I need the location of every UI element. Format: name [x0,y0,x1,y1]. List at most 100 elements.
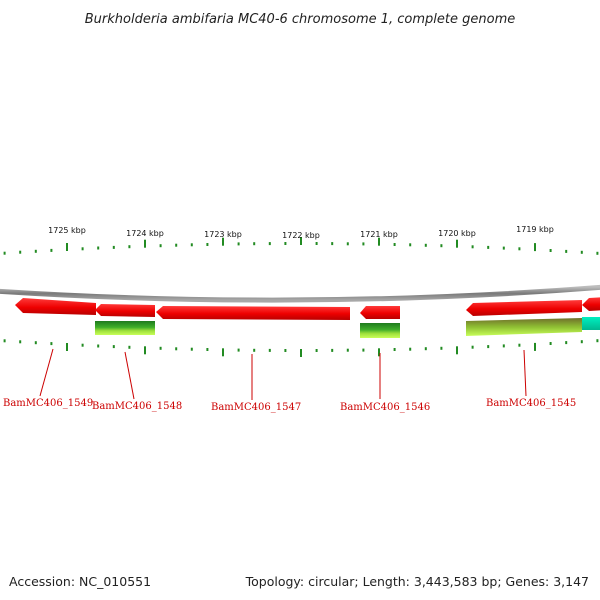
minor-tick-lower [315,349,318,352]
gene-feature-1549[interactable] [15,298,96,315]
minor-tick-upper [315,242,318,245]
minor-tick-upper [206,243,209,246]
gene-feature-1546[interactable] [360,306,400,319]
major-tick-upper [144,239,146,248]
minor-tick-lower [424,347,427,351]
gene-feature-edge[interactable] [582,297,600,311]
page-title: Burkholderia ambifaria MC40-6 chromosome… [85,12,515,27]
major-tick-lower [66,343,68,351]
ruler-label-1720: 1720 kbp [438,229,476,238]
minor-tick-lower [346,348,349,352]
ruler-ticks [3,237,599,357]
major-tick-lower [456,346,458,355]
major-tick-upper [378,237,380,246]
minor-tick-upper [284,242,287,245]
major-tick-lower [144,346,146,355]
rna-feature-1546[interactable] [360,323,400,338]
minor-tick-lower [393,348,396,351]
minor-tick-lower [471,345,474,349]
minor-tick-lower [518,343,521,347]
minor-tick-lower [580,340,583,344]
minor-tick-upper [97,246,100,250]
gene-leader-lines [39,348,527,400]
major-tick-lower [378,348,380,357]
minor-tick-lower [487,345,490,349]
minor-tick-upper [580,250,583,254]
minor-tick-lower [3,339,6,343]
minor-tick-lower [409,347,412,351]
minor-tick-upper [362,242,365,246]
minor-tick-lower [268,348,271,352]
genome-summary-text: Topology: circular; Length: 3,443,583 bp… [245,574,589,589]
minor-tick-upper [502,246,505,250]
minor-tick-upper [596,251,599,255]
gene-label-1545[interactable]: BamMC406_1545 [486,398,576,409]
minor-tick-lower [34,341,37,345]
rna-feature-edge[interactable] [582,317,600,330]
ruler-label-1721: 1721 kbp [360,230,398,239]
gene-label-1549[interactable]: BamMC406_1549 [3,398,93,409]
minor-tick-upper [331,242,334,246]
major-tick-lower [300,349,302,357]
minor-tick-lower [112,345,115,349]
ruler-label-1724: 1724 kbp [126,229,164,238]
gene-labels: BamMC406_1549 BamMC406_1548 BamMC406_154… [3,398,576,413]
minor-tick-upper [190,243,193,247]
minor-tick-lower [19,340,22,344]
ruler-labels: 1725 kbp 1724 kbp 1723 kbp 1722 kbp 1721… [48,225,554,240]
rna-feature-1548[interactable] [95,321,155,335]
minor-tick-lower [253,348,256,352]
ruler-label-1725: 1725 kbp [48,226,86,235]
minor-tick-lower [50,342,53,346]
gene-feature-1545[interactable] [466,300,582,316]
major-tick-upper [222,237,224,246]
minor-tick-lower [159,346,162,350]
minor-tick-upper [424,243,427,247]
major-tick-upper [456,239,458,248]
minor-tick-lower [440,346,443,350]
minor-tick-lower [81,343,84,347]
gene-feature-1548[interactable] [95,304,155,317]
leader-line-1545 [523,349,527,397]
major-tick-lower [222,348,224,357]
minor-tick-upper [268,242,271,246]
minor-tick-upper [175,243,178,247]
minor-tick-upper [128,245,131,249]
major-tick-upper [534,243,536,252]
leader-line-1548 [124,351,135,400]
minor-tick-upper [19,250,22,254]
minor-tick-upper [253,242,256,246]
minor-tick-lower [206,348,209,351]
feature-track [15,297,600,338]
minor-tick-lower [237,348,240,352]
ruler-label-1719: 1719 kbp [516,225,554,234]
rna-feature-1545[interactable] [466,318,582,336]
accession-text: Accession: NC_010551 [9,574,151,589]
minor-tick-upper [393,243,396,246]
minor-tick-upper [440,244,443,248]
major-tick-upper [66,243,68,251]
minor-tick-upper [409,243,412,247]
minor-tick-lower [565,341,568,345]
minor-tick-upper [159,244,162,248]
gene-label-1548[interactable]: BamMC406_1548 [92,401,182,412]
gene-label-1547[interactable]: BamMC406_1547 [211,402,301,413]
minor-tick-upper [34,249,37,253]
minor-tick-lower [502,344,505,348]
minor-tick-lower [190,347,193,351]
minor-tick-lower [549,342,552,345]
minor-tick-upper [50,248,53,252]
leader-line-1549 [39,348,54,397]
minor-tick-lower [175,347,178,351]
minor-tick-upper [237,242,240,246]
ruler-label-1722: 1722 kbp [282,231,320,240]
minor-tick-upper [81,247,84,251]
minor-tick-upper [471,245,474,249]
gene-feature-1547[interactable] [156,306,350,320]
gene-label-1546[interactable]: BamMC406_1546 [340,402,430,413]
minor-tick-lower [362,348,365,352]
minor-tick-lower [97,344,100,348]
minor-tick-lower [284,349,287,352]
minor-tick-upper [565,249,568,253]
